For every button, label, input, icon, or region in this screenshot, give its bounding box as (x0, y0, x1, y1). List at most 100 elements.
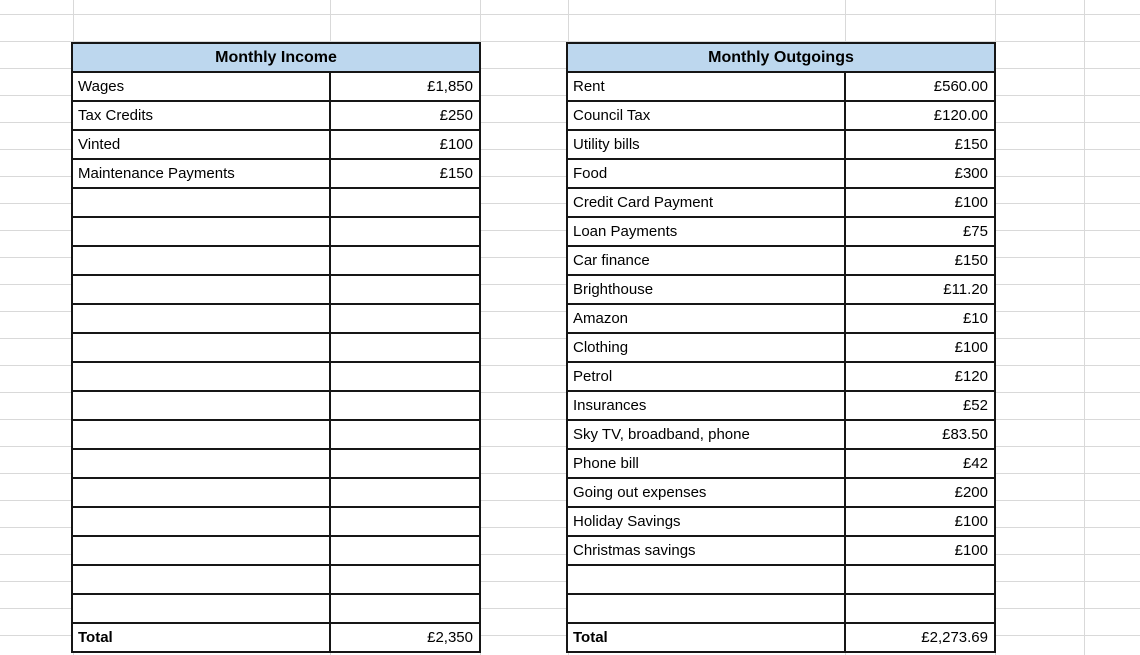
label-cell[interactable]: Loan Payments (566, 216, 846, 247)
label-cell[interactable]: Car finance (566, 245, 846, 276)
empty-value-cell[interactable] (329, 593, 481, 624)
table-header-row: Monthly Outgoings (566, 42, 996, 73)
empty-label-cell[interactable] (71, 361, 331, 392)
value-cell[interactable]: £150 (844, 245, 996, 276)
table-row: Insurances £52 (566, 390, 996, 421)
total-value-cell[interactable]: £2,350 (329, 622, 481, 653)
empty-value-cell[interactable] (329, 419, 481, 450)
label-cell[interactable]: Phone bill (566, 448, 846, 479)
total-label-cell[interactable]: Total (566, 622, 846, 653)
table-row: Food £300 (566, 158, 996, 189)
value-cell[interactable]: £100 (844, 535, 996, 566)
label-cell[interactable]: Holiday Savings (566, 506, 846, 537)
empty-label-cell[interactable] (71, 535, 331, 566)
value-cell[interactable]: £10 (844, 303, 996, 334)
empty-row (71, 448, 481, 479)
empty-value-cell[interactable] (329, 448, 481, 479)
table-row: Amazon £10 (566, 303, 996, 334)
value-cell[interactable]: £52 (844, 390, 996, 421)
empty-row (71, 274, 481, 305)
label-cell[interactable]: Wages (71, 71, 331, 102)
empty-label-cell[interactable] (71, 448, 331, 479)
empty-value-cell[interactable] (329, 535, 481, 566)
label-cell[interactable]: Rent (566, 71, 846, 102)
value-cell[interactable]: £42 (844, 448, 996, 479)
table-row: Maintenance Payments £150 (71, 158, 481, 189)
empty-row (71, 419, 481, 450)
label-cell[interactable]: Maintenance Payments (71, 158, 331, 189)
label-cell[interactable]: Clothing (566, 332, 846, 363)
empty-label-cell[interactable] (566, 593, 846, 624)
total-label-cell[interactable]: Total (71, 622, 331, 653)
empty-label-cell[interactable] (71, 216, 331, 247)
value-cell[interactable]: £83.50 (844, 419, 996, 450)
table-row: Petrol £120 (566, 361, 996, 392)
table-row: Holiday Savings £100 (566, 506, 996, 537)
monthly-outgoings-title-cell[interactable]: Monthly Outgoings (566, 42, 996, 73)
label-cell[interactable]: Tax Credits (71, 100, 331, 131)
empty-value-cell[interactable] (329, 332, 481, 363)
empty-label-cell[interactable] (71, 419, 331, 450)
value-cell[interactable]: £100 (329, 129, 481, 160)
value-cell[interactable]: £120 (844, 361, 996, 392)
value-cell[interactable]: £250 (329, 100, 481, 131)
empty-label-cell[interactable] (71, 390, 331, 421)
label-cell[interactable]: Brighthouse (566, 274, 846, 305)
monthly-income-table: Monthly Income Wages £1,850 Tax Credits £25… (71, 42, 481, 653)
empty-value-cell[interactable] (329, 564, 481, 595)
value-cell[interactable]: £100 (844, 332, 996, 363)
value-cell[interactable]: £560.00 (844, 71, 996, 102)
label-cell[interactable]: Amazon (566, 303, 846, 334)
empty-row (71, 303, 481, 334)
empty-label-cell[interactable] (71, 187, 331, 218)
label-cell[interactable]: Sky TV, broadband, phone (566, 419, 846, 450)
empty-label-cell[interactable] (71, 245, 331, 276)
value-cell[interactable]: £100 (844, 506, 996, 537)
table-row: Loan Payments £75 (566, 216, 996, 247)
empty-row (71, 593, 481, 624)
empty-label-cell[interactable] (71, 506, 331, 537)
table-row: Utility bills £150 (566, 129, 996, 160)
value-cell[interactable]: £300 (844, 158, 996, 189)
total-value-cell[interactable]: £2,273.69 (844, 622, 996, 653)
empty-row (71, 506, 481, 537)
total-row: Total £2,350 (71, 622, 481, 653)
empty-value-cell[interactable] (329, 216, 481, 247)
value-cell[interactable]: £11.20 (844, 274, 996, 305)
empty-label-cell[interactable] (71, 303, 331, 334)
label-cell[interactable]: Vinted (71, 129, 331, 160)
label-cell[interactable]: Going out expenses (566, 477, 846, 508)
value-cell[interactable]: £150 (329, 158, 481, 189)
value-cell[interactable]: £100 (844, 187, 996, 218)
empty-label-cell[interactable] (71, 274, 331, 305)
empty-value-cell[interactable] (329, 187, 481, 218)
monthly-income-title-cell[interactable]: Monthly Income (71, 42, 481, 73)
label-cell[interactable]: Credit Card Payment (566, 187, 846, 218)
empty-label-cell[interactable] (71, 332, 331, 363)
empty-label-cell[interactable] (71, 593, 331, 624)
value-cell[interactable]: £75 (844, 216, 996, 247)
label-cell[interactable]: Utility bills (566, 129, 846, 160)
label-cell[interactable]: Petrol (566, 361, 846, 392)
empty-value-cell[interactable] (844, 593, 996, 624)
empty-value-cell[interactable] (329, 303, 481, 334)
empty-value-cell[interactable] (329, 361, 481, 392)
empty-value-cell[interactable] (329, 274, 481, 305)
value-cell[interactable]: £1,850 (329, 71, 481, 102)
label-cell[interactable]: Insurances (566, 390, 846, 421)
empty-row (566, 593, 996, 624)
value-cell[interactable]: £200 (844, 477, 996, 508)
empty-value-cell[interactable] (844, 564, 996, 595)
empty-value-cell[interactable] (329, 245, 481, 276)
value-cell[interactable]: £150 (844, 129, 996, 160)
label-cell[interactable]: Food (566, 158, 846, 189)
empty-label-cell[interactable] (71, 477, 331, 508)
value-cell[interactable]: £120.00 (844, 100, 996, 131)
label-cell[interactable]: Christmas savings (566, 535, 846, 566)
empty-value-cell[interactable] (329, 506, 481, 537)
label-cell[interactable]: Council Tax (566, 100, 846, 131)
empty-label-cell[interactable] (71, 564, 331, 595)
empty-label-cell[interactable] (566, 564, 846, 595)
empty-value-cell[interactable] (329, 390, 481, 421)
empty-value-cell[interactable] (329, 477, 481, 508)
